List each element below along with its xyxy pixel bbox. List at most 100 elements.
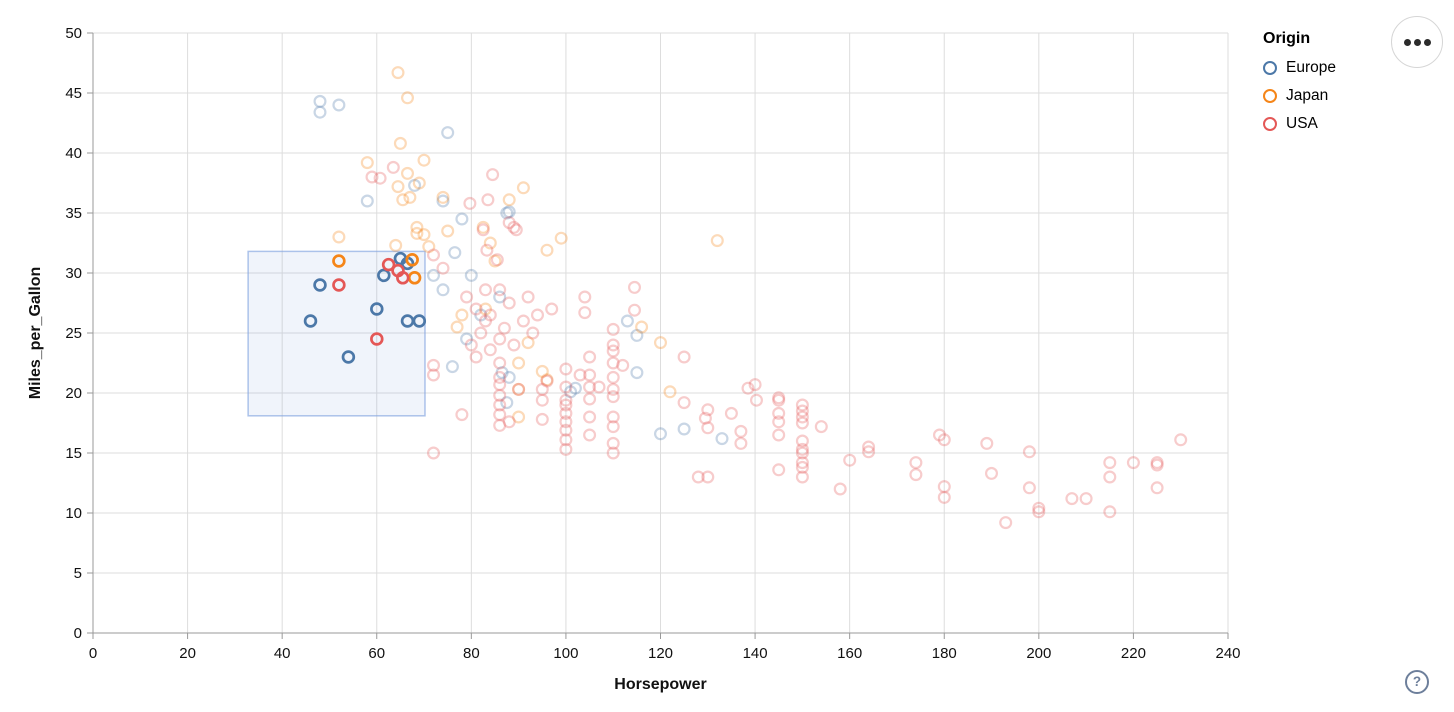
data-point bbox=[313, 94, 327, 108]
data-point bbox=[559, 398, 573, 412]
data-point bbox=[493, 418, 507, 432]
data-point-selected bbox=[377, 268, 391, 283]
data-point bbox=[500, 396, 514, 410]
data-point bbox=[488, 254, 502, 268]
data-point bbox=[677, 396, 691, 410]
data-point bbox=[507, 220, 521, 234]
x-tick-label: 100 bbox=[553, 645, 578, 662]
data-point bbox=[481, 193, 495, 207]
data-point bbox=[559, 406, 573, 420]
data-point bbox=[480, 243, 494, 257]
x-tick-label: 40 bbox=[274, 645, 291, 662]
help-icon[interactable]: ? bbox=[1405, 670, 1429, 694]
data-point bbox=[417, 228, 431, 242]
actions-menu-button[interactable] bbox=[1391, 16, 1443, 68]
data-point bbox=[583, 392, 597, 406]
data-point bbox=[814, 420, 828, 434]
data-point bbox=[493, 408, 507, 422]
data-point bbox=[490, 253, 504, 267]
data-point bbox=[653, 427, 667, 441]
data-point bbox=[559, 380, 573, 394]
data-point bbox=[1126, 456, 1140, 470]
data-point bbox=[606, 356, 620, 370]
data-point bbox=[540, 374, 554, 388]
data-point-selected bbox=[370, 302, 384, 316]
data-point bbox=[474, 326, 488, 340]
data-point bbox=[502, 296, 516, 310]
data-point bbox=[606, 390, 620, 404]
data-point bbox=[606, 338, 620, 352]
data-point bbox=[436, 261, 450, 275]
x-axis: 0 20 40 60 80 100 120 140 160 180 200 220 240 bbox=[89, 632, 1241, 662]
data-point bbox=[734, 424, 748, 438]
data-point bbox=[583, 350, 597, 364]
data-point bbox=[463, 196, 477, 210]
data-point bbox=[389, 238, 403, 252]
data-point bbox=[540, 243, 554, 257]
data-point bbox=[493, 398, 507, 412]
data-point bbox=[1103, 456, 1117, 470]
data-point bbox=[583, 410, 597, 424]
data-point bbox=[535, 393, 549, 407]
data-point bbox=[984, 466, 998, 480]
data-point bbox=[493, 388, 507, 402]
data-point bbox=[909, 468, 923, 482]
data-point bbox=[715, 432, 729, 446]
data-point bbox=[635, 320, 649, 334]
japan-point-icon bbox=[1263, 89, 1277, 103]
legend-title: Origin bbox=[1263, 30, 1311, 47]
data-point bbox=[373, 171, 387, 185]
data-point bbox=[436, 194, 450, 208]
data-point bbox=[606, 410, 620, 424]
data-point bbox=[862, 445, 876, 459]
data-point bbox=[698, 411, 712, 425]
data-point bbox=[469, 302, 483, 316]
data-point bbox=[795, 470, 809, 484]
data-point bbox=[427, 248, 441, 262]
data-point bbox=[606, 322, 620, 336]
data-point bbox=[512, 410, 526, 424]
data-point bbox=[734, 436, 748, 450]
data-point bbox=[937, 433, 951, 447]
y-tick-label: 0 bbox=[74, 625, 82, 642]
data-point bbox=[436, 190, 450, 204]
data-point bbox=[410, 226, 424, 240]
data-point-selected bbox=[313, 278, 327, 292]
data-point bbox=[1103, 470, 1117, 484]
data-point bbox=[701, 403, 715, 417]
x-axis-title: Horsepower bbox=[614, 676, 706, 693]
data-point bbox=[500, 206, 514, 220]
data-point bbox=[479, 302, 493, 316]
y-tick-label: 15 bbox=[65, 445, 82, 462]
data-point bbox=[455, 308, 469, 322]
data-point bbox=[535, 364, 549, 378]
legend-entry-japan: Japan bbox=[1263, 87, 1336, 105]
data-point bbox=[559, 362, 573, 376]
legend-label-japan: Japan bbox=[1286, 87, 1329, 104]
data-point bbox=[422, 240, 436, 254]
data-point bbox=[749, 393, 763, 407]
y-tick-label: 20 bbox=[65, 385, 82, 402]
data-point bbox=[464, 338, 478, 352]
data-point bbox=[1150, 481, 1164, 495]
data-point bbox=[1174, 433, 1188, 447]
data-point bbox=[1079, 492, 1093, 506]
data-point bbox=[795, 416, 809, 430]
y-tick-label: 45 bbox=[65, 85, 82, 102]
data-point bbox=[469, 350, 483, 364]
data-point-selected bbox=[370, 332, 384, 346]
data-point bbox=[493, 283, 507, 297]
data-point bbox=[427, 368, 441, 382]
x-tick-label: 180 bbox=[932, 645, 957, 662]
data-point bbox=[502, 205, 516, 219]
legend-label-europe: Europe bbox=[1286, 59, 1336, 76]
data-point bbox=[862, 440, 876, 454]
data-point bbox=[479, 283, 493, 297]
data-point bbox=[1150, 456, 1164, 470]
data-point bbox=[710, 234, 724, 248]
y-tick-label: 30 bbox=[65, 265, 82, 282]
data-point bbox=[512, 356, 526, 370]
data-point bbox=[535, 412, 549, 426]
data-point bbox=[564, 385, 578, 399]
